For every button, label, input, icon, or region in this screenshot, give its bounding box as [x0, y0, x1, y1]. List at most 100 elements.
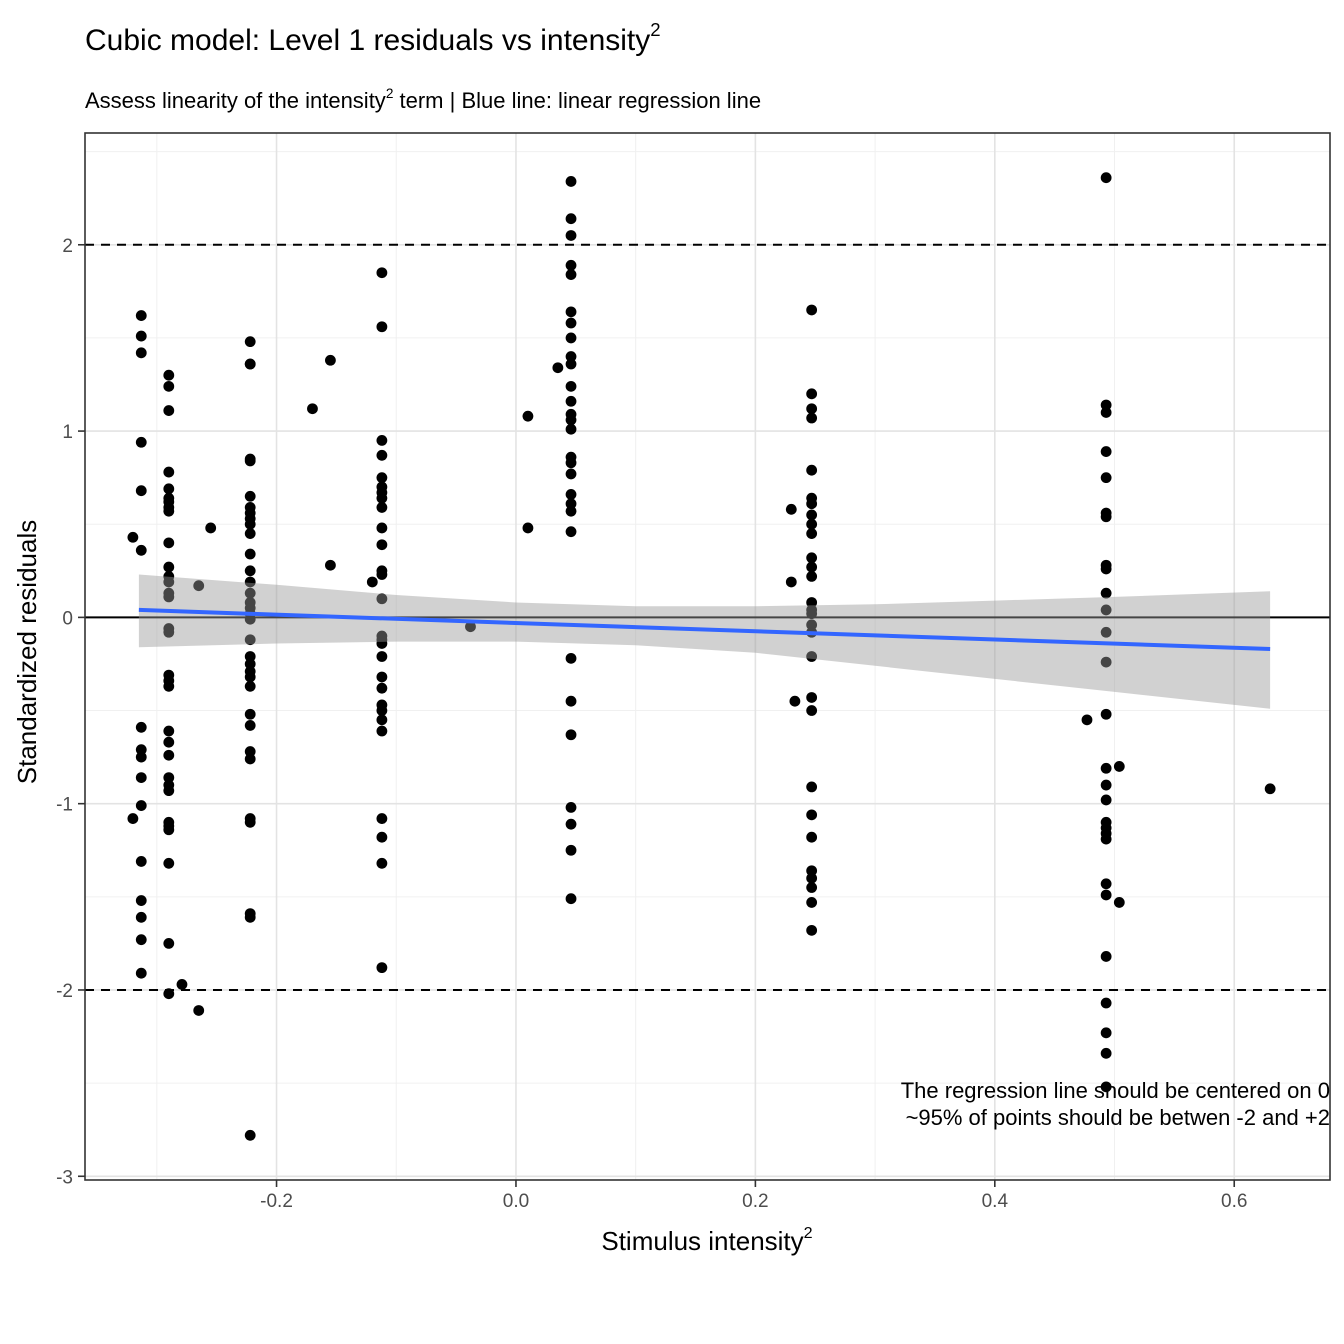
data-point: [376, 831, 388, 843]
data-point: [806, 608, 818, 620]
data-point: [163, 537, 175, 549]
data-point: [565, 317, 577, 329]
data-point: [376, 321, 388, 333]
data-point: [1100, 997, 1112, 1009]
data-point: [1100, 708, 1112, 720]
data-point: [565, 844, 577, 856]
y-tick-label: -2: [56, 981, 73, 1002]
y-tick-label: 0: [62, 608, 73, 629]
data-point: [565, 380, 577, 392]
data-point: [244, 753, 256, 765]
data-point: [1100, 407, 1112, 418]
data-point: [1100, 762, 1112, 774]
data-point: [135, 800, 147, 811]
y-tick-label: 2: [62, 236, 73, 257]
data-point: [244, 911, 256, 923]
data-point: [163, 680, 175, 692]
data-point: [806, 705, 818, 716]
data-point: [135, 436, 147, 448]
data-point: [376, 813, 388, 824]
data-point: [806, 865, 818, 877]
data-point: [806, 897, 818, 908]
data-point: [376, 671, 388, 683]
data-point: [806, 809, 818, 821]
data-point: [163, 785, 175, 797]
regression-line: [138, 607, 1271, 652]
data-point: [244, 708, 256, 720]
data-point: [806, 304, 818, 316]
data-point: [376, 593, 388, 605]
x-axis-label: Stimulus intensity2: [601, 1224, 812, 1256]
data-point: [565, 695, 577, 707]
caption-line-1: The regression line should be centered o…: [901, 1078, 1330, 1103]
data-point: [135, 911, 147, 923]
data-point: [193, 1005, 205, 1016]
data-point: [307, 403, 318, 415]
data-point: [565, 259, 577, 271]
data-point: [376, 502, 388, 513]
data-point: [1100, 446, 1112, 457]
caption-line-2: ~95% of points should be betwen -2 and +…: [906, 1105, 1330, 1130]
data-point: [1100, 1047, 1112, 1059]
data-point: [806, 692, 818, 703]
data-point: [376, 569, 388, 580]
data-point: [244, 671, 256, 683]
data-point: [163, 466, 175, 478]
data-point: [163, 591, 175, 603]
data-point: [163, 824, 175, 836]
x-tick-label: 0.6: [1221, 1191, 1247, 1212]
data-point: [193, 580, 205, 592]
data-point: [244, 658, 256, 670]
data-point: [163, 380, 175, 392]
data-point: [1100, 399, 1112, 411]
data-point: [1100, 626, 1112, 638]
data-point: [244, 490, 256, 502]
data-point: [163, 772, 175, 783]
data-point: [244, 634, 256, 646]
data-point: [244, 651, 256, 662]
data-point: [325, 559, 336, 571]
data-point: [806, 651, 818, 662]
data-point: [1100, 472, 1112, 484]
data-point: [806, 872, 818, 884]
data-point: [565, 332, 577, 344]
data-point: [163, 988, 175, 1000]
data-point: [163, 505, 175, 517]
data-point: [565, 893, 577, 905]
data-point: [244, 613, 256, 625]
data-point: [244, 528, 256, 539]
data-point: [806, 518, 818, 530]
data-point: [163, 626, 175, 638]
data-point: [244, 576, 256, 588]
data-point: [135, 895, 147, 906]
data-point: [565, 498, 577, 510]
data-point: [135, 721, 147, 733]
data-point: [376, 638, 388, 649]
data-point: [806, 570, 818, 582]
plot-panel: -0.2 0.0 0.2 0.4 0.6 -3 -2 -1 0 1 2: [56, 132, 1331, 1212]
data-point: [135, 347, 147, 359]
data-point: [565, 505, 577, 517]
y-axis-label: Standardized residuals: [12, 520, 42, 785]
data-point: [806, 924, 818, 936]
data-point: [565, 358, 577, 370]
data-point: [244, 336, 256, 348]
data-point: [135, 751, 147, 763]
y-tick-label: -3: [56, 1167, 73, 1188]
data-point: [565, 423, 577, 435]
data-point: [806, 509, 818, 521]
data-point: [806, 528, 818, 539]
data-point: [806, 464, 818, 476]
data-point: [244, 565, 256, 577]
data-point: [127, 531, 139, 543]
x-tick-label: 0.0: [503, 1191, 529, 1212]
data-point: [366, 576, 378, 588]
data-point: [1100, 172, 1112, 184]
plot-background: [85, 133, 1330, 1180]
data-point: [565, 230, 577, 241]
data-point: [806, 619, 818, 631]
data-point: [376, 857, 388, 869]
data-point: [565, 652, 577, 664]
data-point: [244, 816, 256, 828]
